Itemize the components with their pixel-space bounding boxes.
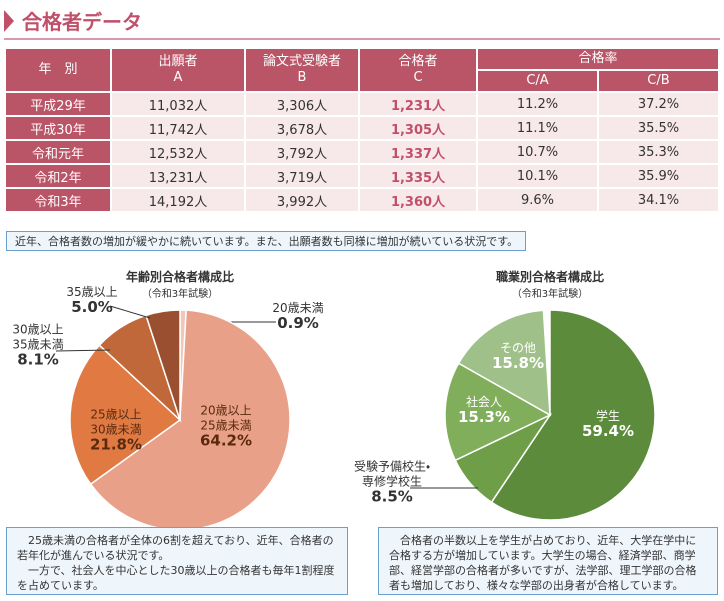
pie-slice <box>69 344 182 486</box>
table-cell: 13,231人 <box>112 165 244 187</box>
table-cell: 37.2% <box>599 93 718 115</box>
value-label: 0.9% <box>277 314 319 332</box>
value-label: 59.4% <box>581 422 635 440</box>
table-cell: 11.1% <box>478 117 597 139</box>
pie-slice <box>145 309 181 421</box>
leader-line <box>109 305 151 319</box>
comment: 25歳未満の合格者が全体の6割を超えており、近年、合格者の若年化が進んでいる状況… <box>17 534 334 562</box>
row-header: 令和2年 <box>6 165 110 187</box>
table-cell: 11,742人 <box>112 117 244 139</box>
pie-slice <box>444 362 552 462</box>
table-cell: 1,231人 <box>360 93 476 115</box>
row-header: 平成29年 <box>6 93 110 115</box>
comment: 合格者の半数以上を学生が占めており、近年、大学在学中に合格する方が増加しています… <box>389 534 697 592</box>
category-label: 受験予備校生・ 専修学校生 <box>353 459 431 489</box>
column-header: 年 別 <box>6 49 110 91</box>
value-label: 8.1% <box>17 350 59 369</box>
table-cell: 10.1% <box>478 165 597 187</box>
comment-box: 25歳未満の合格者が全体の6割を超えており、近年、合格者の若年化が進んでいる状況… <box>6 527 348 595</box>
column-header: 合格者 C <box>360 49 476 91</box>
pie-label: 30歳以上 35歳未満 8.1% <box>12 323 63 368</box>
table-cell: 10.7% <box>478 141 597 163</box>
chart-subtitle: （令和3年試験） <box>141 289 219 300</box>
table-cell: 3,992人 <box>246 189 358 211</box>
table-cell: 35.9% <box>599 165 718 187</box>
category-label: 35歳以上 <box>66 285 118 299</box>
column-header: C/A <box>478 71 597 91</box>
category-label: 社会人 <box>465 395 503 409</box>
table-cell: 3,719人 <box>246 165 358 187</box>
pie-slice <box>89 309 291 531</box>
pie-label: 20歳以上 25歳未満 64.2% <box>200 404 252 449</box>
leader-line <box>55 349 111 352</box>
pie-label: 社会人 15.3% <box>458 395 510 425</box>
value-label: 21.8% <box>89 435 143 454</box>
data-table: 年 別 出願者 A 論文式受験者 B 合格者 C 合格率 C/A C/B 平成2… <box>4 47 720 213</box>
table-cell: 1,337人 <box>360 141 476 163</box>
table-row: 令和2年 13,231人 3,719人 1,335人 10.1% 35.9% <box>6 165 718 187</box>
comment: 一方で、社会人を中心とした30歳以上の合格者も毎年1割程度を占めています。 <box>17 564 335 592</box>
pie-label: 学生 59.4% <box>582 409 634 439</box>
title-rule <box>4 38 720 40</box>
category-label: その他 <box>499 341 537 355</box>
table-cell: 14,192人 <box>112 189 244 211</box>
value-label: 8.5% <box>371 487 413 506</box>
category-label: 20歳未満 <box>272 301 324 315</box>
table-row: 令和3年 14,192人 3,992人 1,360人 9.6% 34.1% <box>6 189 718 211</box>
pie-label: その他 15.8% <box>492 341 544 371</box>
category-label: 学生 <box>595 409 621 423</box>
row-header: 令和3年 <box>6 189 110 211</box>
table-cell: 12,532人 <box>112 141 244 163</box>
table-row: 平成29年 11,032人 3,306人 1,231人 11.2% 37.2% <box>6 93 718 115</box>
table-cell: 1,335人 <box>360 165 476 187</box>
table-body: 平成29年 11,032人 3,306人 1,231人 11.2% 37.2% 平成30年 1… <box>6 93 718 211</box>
page-title: 合格者データ <box>22 10 142 34</box>
title-marker <box>4 10 14 32</box>
pie-slice <box>457 309 551 417</box>
pie-slice <box>490 309 656 521</box>
table-cell: 9.6% <box>478 189 597 211</box>
table-cell: 3,306人 <box>246 93 358 115</box>
table-cell: 1,305人 <box>360 117 476 139</box>
chart-title: 職業別合格者構成比 <box>495 270 604 284</box>
category-label: 25歳以上 30歳未満 <box>90 407 142 437</box>
note: 近年、合格者数の増加が緩やかに続いています。また、出願者数も同様に増加が続いてい… <box>6 231 526 251</box>
table-cell: 35.5% <box>599 117 718 139</box>
category-label: 20歳以上 25歳未満 <box>200 403 252 433</box>
table-cell: 1,360人 <box>360 189 476 211</box>
table-cell: 35.3% <box>599 141 718 163</box>
column-header: 出願者 A <box>112 49 244 91</box>
table-cell: 3,792人 <box>246 141 358 163</box>
value-label: 15.8% <box>491 354 545 372</box>
table-row: 令和元年 12,532人 3,792人 1,337人 10.7% 35.3% <box>6 141 718 163</box>
pie-label: 20歳未満 0.9% <box>272 301 323 331</box>
table-cell: 3,678人 <box>246 117 358 139</box>
table-cell: 11.2% <box>478 93 597 115</box>
value-label: 15.3% <box>457 408 511 426</box>
chart-title: 年齢別合格者構成比 <box>125 270 234 284</box>
comment-box: 合格者の半数以上を学生が占めており、近年、大学在学中に合格する方が増加しています… <box>378 527 718 595</box>
pie-label: 25歳以上 30歳未満 21.8% <box>90 408 142 453</box>
pie-label: 受験予備校生・ 専修学校生 8.5% <box>354 460 430 505</box>
column-header: C/B <box>599 71 718 91</box>
table-cell: 11,032人 <box>112 93 244 115</box>
value-label: 64.2% <box>199 431 253 450</box>
column-header: 論文式受験者 B <box>246 49 358 91</box>
pie-label: 35歳以上 5.0% <box>66 285 117 315</box>
table-cell: 34.1% <box>599 189 718 211</box>
category-label: 30歳以上 35歳未満 <box>12 322 64 352</box>
row-header: 平成30年 <box>6 117 110 139</box>
value-label: 5.0% <box>71 298 113 316</box>
chart-subtitle: （令和3年試験） <box>511 289 589 300</box>
column-header: 合格率 <box>478 49 718 69</box>
row-header: 令和元年 <box>6 141 110 163</box>
table-row: 平成30年 11,742人 3,678人 1,305人 11.1% 35.5% <box>6 117 718 139</box>
